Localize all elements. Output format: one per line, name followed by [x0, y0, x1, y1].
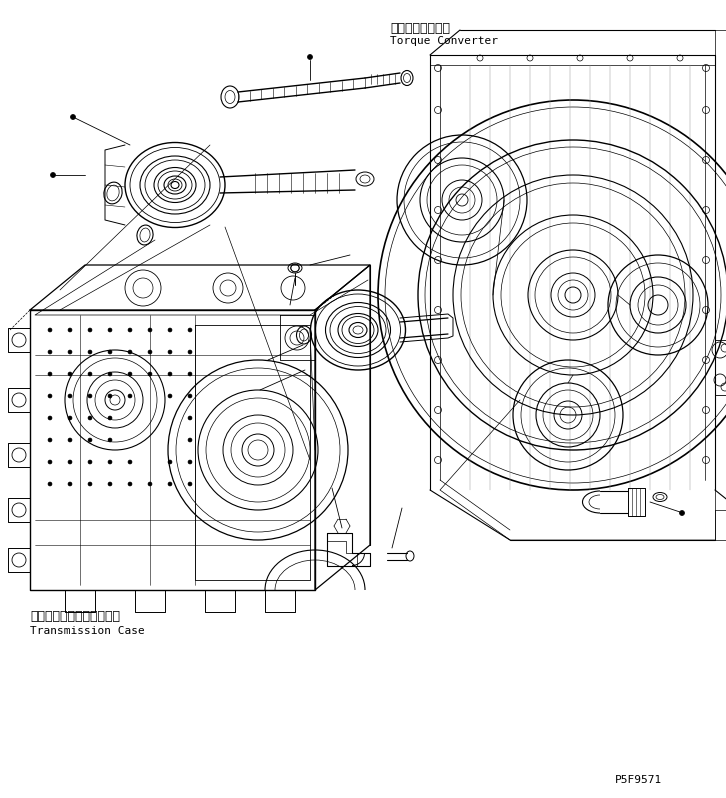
Circle shape: [68, 460, 72, 464]
Circle shape: [48, 394, 52, 398]
Circle shape: [68, 416, 72, 420]
Circle shape: [48, 372, 52, 376]
Circle shape: [128, 394, 132, 398]
Circle shape: [108, 328, 112, 332]
Circle shape: [168, 372, 172, 376]
Circle shape: [148, 350, 152, 354]
Circle shape: [680, 511, 685, 516]
Circle shape: [188, 438, 192, 442]
Circle shape: [168, 460, 172, 464]
Text: Transmission Case: Transmission Case: [30, 626, 144, 636]
Circle shape: [48, 416, 52, 420]
Circle shape: [168, 328, 172, 332]
Circle shape: [188, 350, 192, 354]
Circle shape: [88, 372, 92, 376]
Circle shape: [48, 328, 52, 332]
Circle shape: [68, 328, 72, 332]
Text: Torque Converter: Torque Converter: [390, 36, 498, 46]
Circle shape: [108, 460, 112, 464]
Circle shape: [88, 416, 92, 420]
Circle shape: [88, 460, 92, 464]
Circle shape: [128, 482, 132, 486]
Circle shape: [48, 482, 52, 486]
Circle shape: [68, 438, 72, 442]
Circle shape: [70, 114, 76, 120]
Circle shape: [108, 350, 112, 354]
Circle shape: [88, 438, 92, 442]
Circle shape: [148, 482, 152, 486]
Circle shape: [128, 350, 132, 354]
Circle shape: [168, 482, 172, 486]
Circle shape: [108, 372, 112, 376]
Circle shape: [88, 394, 92, 398]
Circle shape: [108, 438, 112, 442]
Circle shape: [108, 482, 112, 486]
Circle shape: [188, 328, 192, 332]
Circle shape: [148, 372, 152, 376]
Circle shape: [108, 416, 112, 420]
Circle shape: [168, 350, 172, 354]
Circle shape: [108, 394, 112, 398]
Text: トランスミッションケース: トランスミッションケース: [30, 610, 120, 623]
Circle shape: [88, 482, 92, 486]
Circle shape: [188, 460, 192, 464]
Circle shape: [68, 394, 72, 398]
Circle shape: [48, 460, 52, 464]
Text: トルクコンバータ: トルクコンバータ: [390, 22, 450, 35]
Circle shape: [128, 460, 132, 464]
Circle shape: [48, 350, 52, 354]
Circle shape: [88, 328, 92, 332]
Circle shape: [188, 394, 192, 398]
Circle shape: [68, 482, 72, 486]
Circle shape: [308, 54, 312, 60]
Circle shape: [68, 372, 72, 376]
Circle shape: [128, 372, 132, 376]
Circle shape: [51, 172, 55, 177]
Circle shape: [148, 328, 152, 332]
Circle shape: [188, 372, 192, 376]
Circle shape: [188, 416, 192, 420]
Circle shape: [188, 482, 192, 486]
Circle shape: [128, 328, 132, 332]
Circle shape: [168, 394, 172, 398]
Text: P5F9571: P5F9571: [615, 775, 662, 785]
Circle shape: [68, 350, 72, 354]
Circle shape: [48, 438, 52, 442]
Circle shape: [88, 350, 92, 354]
